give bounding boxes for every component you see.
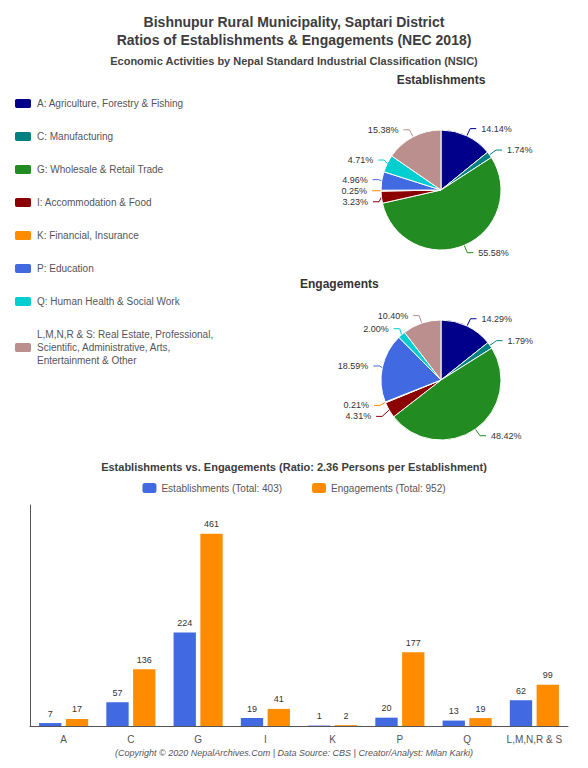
svg-text:Establishments (Total: 403): Establishments (Total: 403) <box>161 483 282 494</box>
svg-text:48.42%: 48.42% <box>491 431 522 441</box>
svg-text:K: Financial, Insurance: K: Financial, Insurance <box>37 230 139 241</box>
svg-text:2: 2 <box>344 711 349 721</box>
svg-text:224: 224 <box>177 618 192 628</box>
svg-text:I: I <box>264 734 267 745</box>
svg-text:0.25%: 0.25% <box>341 186 367 196</box>
svg-text:1.79%: 1.79% <box>507 336 533 346</box>
svg-text:Engagements (Total: 952): Engagements (Total: 952) <box>331 483 446 494</box>
svg-text:C: C <box>127 734 134 745</box>
svg-text:Ratios of Establishments & Eng: Ratios of Establishments & Engagements (… <box>117 32 472 48</box>
svg-text:14.14%: 14.14% <box>481 124 512 134</box>
svg-text:18.59%: 18.59% <box>338 361 369 371</box>
svg-text:4.96%: 4.96% <box>342 175 368 185</box>
svg-text:(Copyright © 2020 NepalArchive: (Copyright © 2020 NepalArchives.Com | Da… <box>115 748 473 758</box>
svg-text:10.40%: 10.40% <box>378 311 409 321</box>
svg-text:55.58%: 55.58% <box>478 248 509 258</box>
svg-text:3.23%: 3.23% <box>342 197 368 207</box>
svg-text:G: G <box>194 734 202 745</box>
svg-text:L,M,N,R & S: Real Estate, Prof: L,M,N,R & S: Real Estate, Professional, <box>37 329 213 340</box>
svg-text:20: 20 <box>381 703 391 713</box>
svg-text:41: 41 <box>274 694 284 704</box>
svg-text:13: 13 <box>449 706 459 716</box>
svg-text:I: Accommodation & Food: I: Accommodation & Food <box>37 197 152 208</box>
svg-text:2.00%: 2.00% <box>363 324 389 334</box>
svg-text:P: Education: P: Education <box>37 263 94 274</box>
svg-text:4.31%: 4.31% <box>346 411 372 421</box>
svg-text:15.38%: 15.38% <box>368 125 399 135</box>
svg-text:1: 1 <box>317 711 322 721</box>
svg-text:19: 19 <box>476 704 486 714</box>
svg-text:Engagements: Engagements <box>300 277 379 291</box>
svg-text:Establishments vs. Engagements: Establishments vs. Engagements (Ratio: 2… <box>101 461 487 473</box>
svg-text:Economic Activities by Nepal S: Economic Activities by Nepal Standard In… <box>110 55 478 67</box>
svg-text:P: P <box>397 734 404 745</box>
svg-text:17: 17 <box>72 704 82 714</box>
svg-text:136: 136 <box>137 655 152 665</box>
svg-text:Q: Human Health & Social Work: Q: Human Health & Social Work <box>37 296 181 307</box>
svg-text:C: Manufacturing: C: Manufacturing <box>37 131 113 142</box>
svg-text:L,M,N,R & S: L,M,N,R & S <box>507 734 563 745</box>
svg-text:K: K <box>329 734 336 745</box>
svg-text:177: 177 <box>406 638 421 648</box>
svg-text:0.21%: 0.21% <box>343 400 369 410</box>
svg-text:7: 7 <box>48 709 53 719</box>
svg-text:A: A <box>60 734 67 745</box>
svg-text:Establishments: Establishments <box>397 73 486 87</box>
svg-text:62: 62 <box>516 686 526 696</box>
svg-text:Scientific, Administrative, Ar: Scientific, Administrative, Arts, <box>37 342 170 353</box>
svg-text:A: Agriculture, Forestry & Fis: A: Agriculture, Forestry & Fishing <box>37 98 183 109</box>
svg-text:57: 57 <box>112 688 122 698</box>
svg-text:14.29%: 14.29% <box>482 314 513 324</box>
svg-text:19: 19 <box>247 704 257 714</box>
svg-text:Entertainment & Other: Entertainment & Other <box>37 355 137 366</box>
svg-text:461: 461 <box>204 519 219 529</box>
svg-text:99: 99 <box>543 670 553 680</box>
svg-text:G: Wholesale & Retail Trade: G: Wholesale & Retail Trade <box>37 164 164 175</box>
svg-text:4.71%: 4.71% <box>348 155 374 165</box>
svg-text:1.74%: 1.74% <box>507 145 533 155</box>
svg-text:Bishnupur Rural Municipality,: Bishnupur Rural Municipality, Saptari Di… <box>144 14 445 30</box>
svg-text:Q: Q <box>463 734 471 745</box>
